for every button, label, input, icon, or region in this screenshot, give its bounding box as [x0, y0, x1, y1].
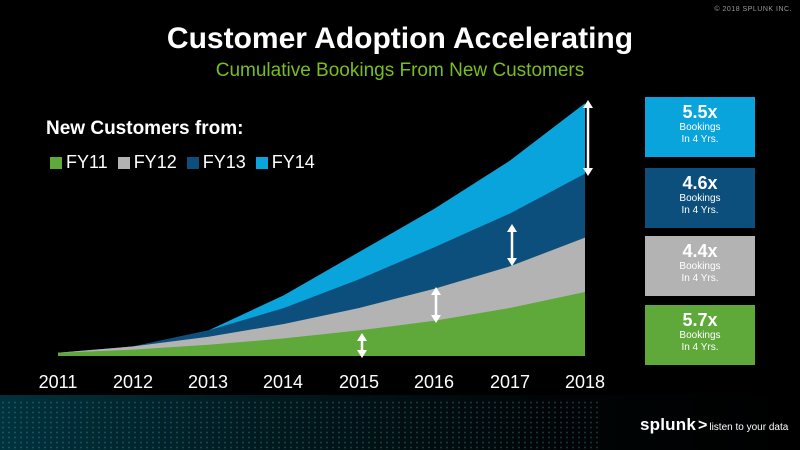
multiplier-line2-fy11: In 4 Yrs.	[681, 342, 719, 353]
footer-glow	[0, 395, 800, 450]
page-title: Customer Adoption Accelerating	[166, 22, 634, 55]
multiplier-line2-fy12: In 4 Yrs.	[681, 273, 719, 284]
x-tick-2017: 2017	[489, 372, 531, 392]
multiplier-box-fy12: 4.4x Bookings In 4 Yrs.	[645, 236, 755, 296]
legend-swatch-fy14	[255, 156, 268, 169]
legend-swatch-fy11	[50, 156, 62, 169]
multiplier-box-fy11: 5.7x Bookings In 4 Yrs.	[645, 305, 755, 365]
x-tick-2011: 2011	[38, 372, 78, 392]
multiplier-line1-fy14: Bookings	[679, 122, 721, 133]
multiplier-line1-fy11: Bookings	[679, 330, 721, 341]
growth-arrow-fy14	[583, 100, 593, 176]
multiplier-value-fy13: 4.6x	[682, 173, 718, 193]
x-tick-2014: 2014	[262, 372, 304, 392]
brand-name: splunk	[640, 415, 696, 434]
growth-arrow-fy13	[507, 224, 517, 266]
x-tick-2015: 2015	[338, 372, 380, 392]
legend-item-fy13: FY13	[186, 152, 246, 173]
legend-label-fy12: FY12	[133, 152, 177, 172]
x-tick-2018: 2018	[564, 372, 606, 392]
chevron-right-icon: >	[698, 417, 708, 434]
growth-arrow-fy11	[357, 333, 367, 358]
brand-tagline: listen to your data	[709, 422, 789, 433]
multiplier-line2-fy13: In 4 Yrs.	[681, 205, 719, 216]
legend-swatch-fy12	[117, 156, 130, 169]
x-tick-2013: 2013	[187, 372, 229, 392]
splunk-logo: splunk > listen to your data	[640, 415, 788, 435]
multiplier-line1-fy12: Bookings	[679, 261, 721, 272]
copyright: © 2018 SPLUNK INC.	[714, 6, 792, 13]
legend-item-fy12: FY12	[117, 152, 177, 173]
legend-swatch-fy13	[186, 156, 199, 169]
legend-item-fy11: FY11	[50, 152, 108, 173]
multiplier-line1-fy13: Bookings	[679, 193, 721, 204]
multiplier-value-fy11: 5.7x	[682, 310, 718, 330]
area-fy11	[58, 292, 585, 356]
x-tick-2016: 2016	[413, 372, 455, 392]
multiplier-line2-fy14: In 4 Yrs.	[681, 134, 719, 145]
growth-arrow-fy12	[431, 287, 441, 323]
legend-label-fy14: FY14	[271, 152, 315, 172]
multiplier-box-fy13: 4.6x Bookings In 4 Yrs.	[645, 168, 755, 228]
x-tick-2012: 2012	[112, 372, 154, 392]
multiplier-value-fy14: 5.5x	[682, 102, 718, 122]
multiplier-value-fy12: 4.4x	[682, 241, 718, 261]
legend-label-fy13: FY13	[202, 152, 246, 172]
x-axis-labels: 2011 2012 2013 2014 2015 2016 2017 2018	[0, 372, 800, 396]
legend-item-fy14: FY14	[255, 152, 315, 173]
legend-heading: New Customers from:	[46, 118, 244, 139]
legend-label-fy11: FY11	[66, 152, 108, 172]
chart-legend: FY11 FY12 FY13 FY14	[50, 152, 315, 173]
footer-data-texture	[0, 400, 600, 450]
multiplier-box-fy14: 5.5x Bookings In 4 Yrs.	[645, 97, 755, 157]
page-subtitle: Cumulative Bookings From New Customers	[215, 60, 585, 81]
